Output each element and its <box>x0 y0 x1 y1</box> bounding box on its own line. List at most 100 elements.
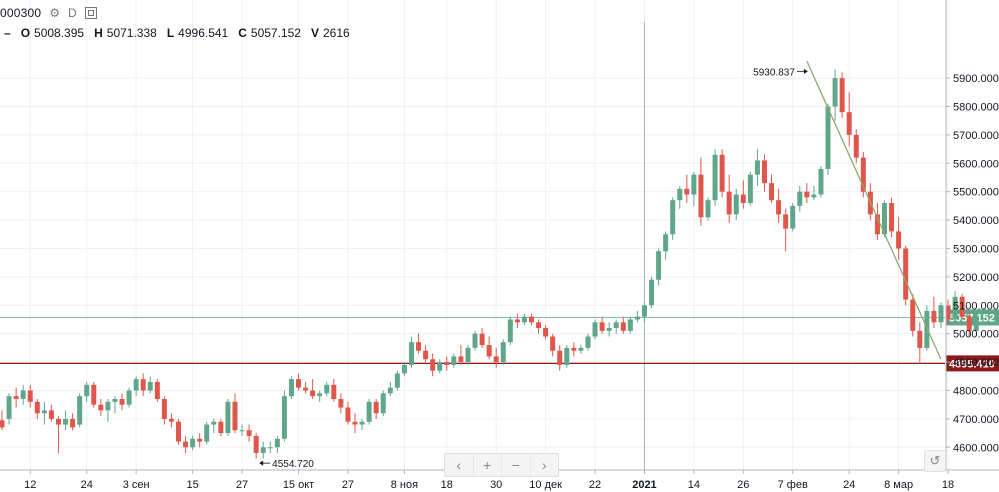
candle-body[interactable] <box>521 316 527 323</box>
candle-body[interactable] <box>776 200 782 215</box>
candle-body[interactable] <box>514 319 520 323</box>
candle-body[interactable] <box>288 379 294 397</box>
candle-body[interactable] <box>754 160 760 175</box>
candle-body[interactable] <box>352 421 358 425</box>
candle-body[interactable] <box>825 106 831 169</box>
candle-body[interactable] <box>571 347 577 351</box>
candle-body[interactable] <box>401 364 407 374</box>
candle-body[interactable] <box>55 418 61 425</box>
candle-body[interactable] <box>274 438 280 448</box>
candle-body[interactable] <box>112 399 118 402</box>
candle-body[interactable] <box>253 435 259 453</box>
candle-body[interactable] <box>592 322 598 337</box>
scroll-right-icon[interactable]: › <box>541 457 547 473</box>
candle-body[interactable] <box>13 396 19 399</box>
candle-body[interactable] <box>183 441 189 448</box>
candle-body[interactable] <box>140 379 146 391</box>
candle-body[interactable] <box>536 322 542 328</box>
candle-body[interactable] <box>119 399 125 405</box>
candle-body[interactable] <box>338 399 344 408</box>
candle-body[interactable] <box>105 401 111 411</box>
candle-body[interactable] <box>239 430 245 432</box>
symbol-label[interactable]: 000300 <box>0 6 42 20</box>
candle-body[interactable] <box>380 393 386 414</box>
compare-icon[interactable] <box>84 7 97 19</box>
candle-body[interactable] <box>359 421 365 425</box>
candle-body[interactable] <box>296 379 302 388</box>
candle-body[interactable] <box>606 328 612 331</box>
candle-body[interactable] <box>324 384 330 394</box>
candle-body[interactable] <box>903 248 909 300</box>
candle-body[interactable] <box>641 305 647 317</box>
candle-body[interactable] <box>267 447 273 449</box>
candle-body[interactable] <box>846 112 852 135</box>
candle-body[interactable] <box>889 203 895 232</box>
candle-body[interactable] <box>232 401 238 431</box>
candle-body[interactable] <box>557 350 563 365</box>
reset-icon[interactable]: ↺ <box>924 450 946 472</box>
candle-body[interactable] <box>197 438 203 442</box>
candle-body[interactable] <box>550 336 556 351</box>
zoom-out-icon[interactable]: − <box>502 454 531 476</box>
candle-body[interactable] <box>705 200 711 218</box>
gear-icon[interactable]: ⚙ <box>49 6 61 20</box>
candle-body[interactable] <box>719 154 725 192</box>
scroll-left-icon[interactable]: ‹ <box>445 454 474 476</box>
candle-body[interactable] <box>811 194 817 198</box>
candle-body[interactable] <box>677 188 683 201</box>
candle-body[interactable] <box>931 310 937 323</box>
candle-body[interactable] <box>860 157 866 192</box>
candle-body[interactable] <box>190 438 196 448</box>
candle-body[interactable] <box>416 342 422 351</box>
candle-body[interactable] <box>874 214 880 235</box>
candle-body[interactable] <box>444 362 450 365</box>
candle-body[interactable] <box>303 387 309 391</box>
candle-body[interactable] <box>740 194 746 204</box>
candle-body[interactable] <box>966 316 972 331</box>
candle-body[interactable] <box>804 191 810 198</box>
candle-body[interactable] <box>698 174 704 218</box>
candle-body[interactable] <box>281 396 287 439</box>
candle-body[interactable] <box>500 342 506 363</box>
candle-body[interactable] <box>952 296 958 320</box>
candle-body[interactable] <box>938 305 944 323</box>
candle-body[interactable] <box>63 418 69 425</box>
candle-body[interactable] <box>147 381 153 391</box>
candle-body[interactable] <box>6 396 12 419</box>
candle-body[interactable] <box>260 447 266 453</box>
candle-body[interactable] <box>917 330 923 348</box>
candle-body[interactable] <box>691 174 697 195</box>
candle-body[interactable] <box>761 160 767 184</box>
candle-body[interactable] <box>726 191 732 215</box>
candle-body[interactable] <box>599 322 605 331</box>
candle-body[interactable] <box>585 336 591 348</box>
candle-body[interactable] <box>310 390 316 397</box>
candle-body[interactable] <box>211 421 217 425</box>
candle-body[interactable] <box>373 401 379 414</box>
candle-body[interactable] <box>246 430 252 436</box>
candle-body[interactable] <box>959 296 965 317</box>
candle-body[interactable] <box>41 410 47 414</box>
candle-body[interactable] <box>839 78 845 113</box>
candle-body[interactable] <box>620 322 626 331</box>
candle-body[interactable] <box>529 316 534 323</box>
candle-body[interactable] <box>27 390 33 402</box>
candle-body[interactable] <box>168 418 174 422</box>
candle-body[interactable] <box>769 183 775 201</box>
candle-body[interactable] <box>394 373 400 388</box>
candle-body[interactable] <box>684 188 690 195</box>
candle-body[interactable] <box>578 347 584 351</box>
candle-body[interactable] <box>366 401 372 422</box>
candle-body[interactable] <box>747 174 753 204</box>
candle-body[interactable] <box>331 384 337 399</box>
candle-body[interactable] <box>161 399 167 419</box>
candle-body[interactable] <box>493 356 499 363</box>
candle-body[interactable] <box>48 410 54 419</box>
candle-body[interactable] <box>34 401 40 414</box>
candle-body[interactable] <box>486 345 492 357</box>
zoom-in-icon[interactable]: + <box>474 454 502 476</box>
candle-body[interactable] <box>663 234 669 252</box>
candle-body[interactable] <box>430 359 436 371</box>
candle-body[interactable] <box>225 401 231 434</box>
